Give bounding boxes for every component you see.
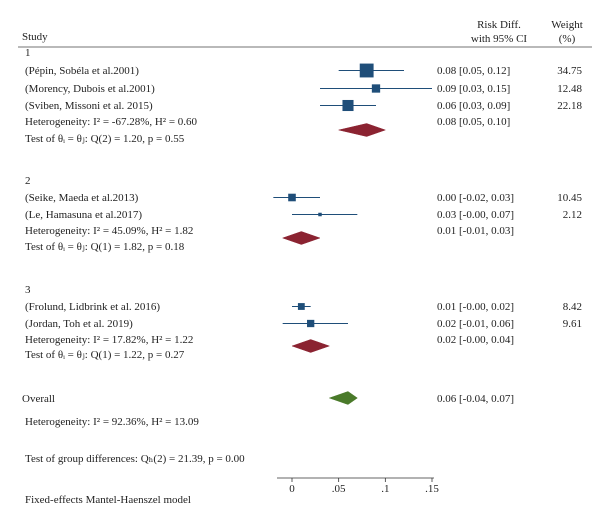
study-ci: 0.01 [-0.00, 0.02] [437,301,514,313]
study-weight: 8.42 [563,301,582,313]
header-weight-unit: (%) [559,33,576,45]
subgroup-test: Test of θᵢ = θⱼ: Q(1) = 1.82, p = 0.18 [25,241,185,253]
study-marker [342,99,354,112]
subgroup-test: Test of θᵢ = θⱼ: Q(1) = 1.22, p = 0.27 [25,349,185,361]
study-name: (Morency, Dubois et al.2001) [25,83,155,95]
study-weight: 10.45 [557,192,582,204]
study-marker [288,193,296,202]
study-ci: 0.03 [-0.00, 0.07] [437,209,514,221]
header-effect-ci: with 95% CI [471,33,528,45]
study-name: (Pépin, Sobéla et al.2001) [25,65,139,77]
study-weight: 12.48 [557,83,582,95]
subgroup-diamond [291,339,331,353]
header-effect: Risk Diff. [477,19,521,31]
overall-heterogeneity: Heterogeneity: I² = 92.36%, H² = 13.09 [25,416,199,428]
subgroup-pooled-ci: 0.01 [-0.01, 0.03] [437,225,514,237]
subgroup-pooled-ci: 0.08 [0.05, 0.10] [437,116,510,128]
study-ci: 0.00 [-0.02, 0.03] [437,192,514,204]
subgroup-diamond [338,123,387,137]
study-ci: 0.06 [0.03, 0.09] [437,100,510,112]
study-name: (Sviben, Missoni et al. 2015) [25,100,153,112]
header-study: Study [22,31,48,43]
x-tick-label: .15 [425,483,439,495]
study-ci: 0.02 [-0.01, 0.06] [437,318,514,330]
model-note: Fixed-effects Mantel-Haenszel model [25,494,191,506]
group-label: 1 [25,47,31,59]
subgroup-heterogeneity: Heterogeneity: I² = 45.09%, H² = 1.82 [25,225,193,237]
study-name: (Frolund, Lidbrink et al. 2016) [25,301,160,313]
study-marker [318,212,322,217]
study-name: (Le, Hamasuna et al.2017) [25,209,142,221]
subgroup-diamond [281,231,321,245]
x-tick-label: .1 [381,483,389,495]
subgroup-heterogeneity: Heterogeneity: I² = 17.82%, H² = 1.22 [25,334,193,346]
group-difference-test: Test of group differences: Qₕ(2) = 21.39… [25,453,245,465]
study-marker [371,84,381,93]
overall-ci: 0.06 [-0.04, 0.07] [437,393,514,405]
overall-label: Overall [22,393,55,405]
subgroup-test: Test of θᵢ = θⱼ: Q(2) = 1.20, p = 0.55 [25,133,185,145]
study-name: (Jordan, Toh et al. 2019) [25,318,133,330]
study-weight: 34.75 [557,65,582,77]
study-name: (Seike, Maeda et al.2013) [25,192,139,204]
x-tick-label: .05 [332,483,346,495]
subgroup-heterogeneity: Heterogeneity: I² = -67.28%, H² = 0.60 [25,116,198,128]
group-label: 3 [25,284,31,296]
study-ci: 0.08 [0.05, 0.12] [437,65,510,77]
study-weight: 2.12 [563,209,582,221]
study-weight: 22.18 [557,100,582,112]
study-marker [359,63,374,78]
study-ci: 0.09 [0.03, 0.15] [437,83,510,95]
header-weight: Weight [551,19,583,31]
study-marker [307,319,315,328]
x-tick-label: 0 [289,483,295,495]
study-weight: 9.61 [563,318,582,330]
overall-diamond [328,391,358,405]
study-marker [297,303,305,310]
subgroup-pooled-ci: 0.02 [-0.00, 0.04] [437,334,514,346]
group-label: 2 [25,175,31,187]
